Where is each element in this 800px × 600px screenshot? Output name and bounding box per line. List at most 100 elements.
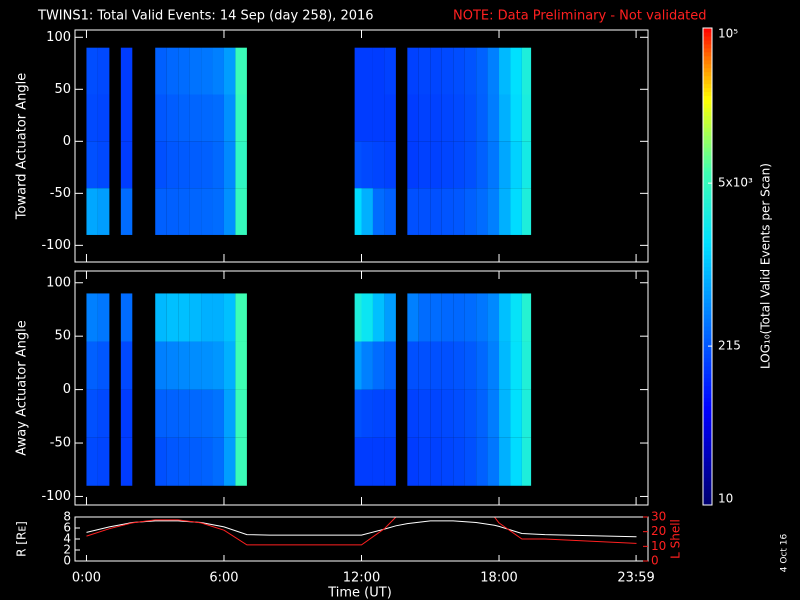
heatmap-cell [499,341,511,390]
colorbar-segment [703,405,712,411]
y-axis-label: R [Rᴇ] [15,521,29,557]
colorbar-frame [702,27,713,506]
colorbar-segment [703,385,712,391]
heatmap-cell [235,341,247,390]
heatmap-cell [453,141,465,189]
heatmap-cell [407,188,419,235]
heatmap-cell [120,389,133,438]
heatmap-cell [201,141,213,189]
heatmap-cell [510,47,522,95]
y-tick-label: 100 [46,30,71,45]
colorbar-segment [703,457,712,462]
colorbar-tick-label: 215 [718,339,741,353]
colorbar-segment [703,433,712,438]
colorbar-segment [703,266,712,271]
y-tick-label: 8 [63,510,71,524]
heatmap-cell [510,293,522,342]
colorbar-segment [703,246,712,252]
heatmap-cell [235,94,247,142]
heatmap-cell [86,94,98,142]
colorbar-segment [703,175,712,180]
heatmap-cell [476,188,488,235]
heatmap-cell [201,341,213,390]
y-tick-label: 50 [54,329,71,344]
colorbar-segment [703,377,712,383]
colorbar-segment [703,445,712,450]
y-tick-label: 50 [54,82,71,97]
heatmap-cell [201,293,213,342]
heatmap-cell [166,141,179,189]
colorbar-segment [703,115,712,120]
heatmap-cell [189,389,202,438]
heatmap-cell [510,389,522,438]
heatmap-cell [476,94,488,142]
heatmap-cell [201,188,213,235]
heatmap-cell [487,141,500,189]
heatmap-cell [407,389,419,438]
colorbar-segment [703,314,712,319]
colorbar-segment [703,194,712,200]
colorbar-segment [703,190,712,196]
colorbar-segment [703,397,712,403]
colorbar-segment [703,238,712,244]
heatmap-cell [510,141,522,189]
colorbar-segment [703,143,712,148]
colorbar-segment [703,218,712,224]
heatmap-cell [178,141,190,189]
colorbar-segment [703,131,712,136]
heatmap-cell [441,341,454,390]
heatmap-cell [178,188,190,235]
heatmap-cell [354,341,362,390]
heatmap-cell [384,437,396,486]
heatmap-cell [97,47,110,95]
heatmap-cell [418,94,431,142]
colorbar-segment [703,334,712,339]
heatmap-cell [441,141,454,189]
colorbar-segment [703,139,712,144]
colorbar-segment [703,123,712,128]
heatmap-cell [407,293,419,342]
colorbar-segment [703,198,712,204]
heatmap-cell [223,47,236,95]
heatmap-cell [384,293,396,342]
colorbar-segment [703,369,712,375]
heatmap-cell [441,437,454,486]
heatmap-cell [453,437,465,486]
heatmap-cell [97,341,110,390]
heatmap-cell [155,94,167,142]
heatmap-cell [464,47,477,95]
colorbar-segment [703,103,712,108]
heatmap-cell [97,94,110,142]
heatmap-cell [510,437,522,486]
heatmap-cell [166,293,179,342]
heatmap-cell [354,141,362,189]
colorbar-segment [703,349,712,355]
heatmap-cell [155,341,167,390]
heatmap-cell [464,141,477,189]
heatmap-cell [212,94,224,142]
colorbar-segment [703,43,712,49]
heatmap-cell [166,341,179,390]
footer-date: 4 Oct 16 [780,533,790,572]
heatmap-cell [441,188,454,235]
y-tick-label: 100 [46,275,71,290]
y-tick-label: 6 [63,521,71,535]
heatmap-cell [120,437,133,486]
heatmap-cell [212,141,224,189]
heatmap-cell [430,341,442,390]
colorbar-segment [703,262,712,267]
colorbar-segment [703,465,712,470]
heatmap-cell [464,341,477,390]
heatmap-cell [476,47,488,95]
heatmap-cell [384,389,396,438]
heatmap-cell [499,94,511,142]
heatmap-cell [354,188,362,235]
colorbar-segment [703,342,712,347]
heatmap-cell [166,188,179,235]
heatmap-cell [441,47,454,95]
heatmap-cell [487,389,500,438]
colorbar-segment [703,381,712,387]
y-tick-label: -100 [41,489,71,504]
y2-tick-label: 10 [651,539,666,553]
heatmap-cell [361,47,373,95]
